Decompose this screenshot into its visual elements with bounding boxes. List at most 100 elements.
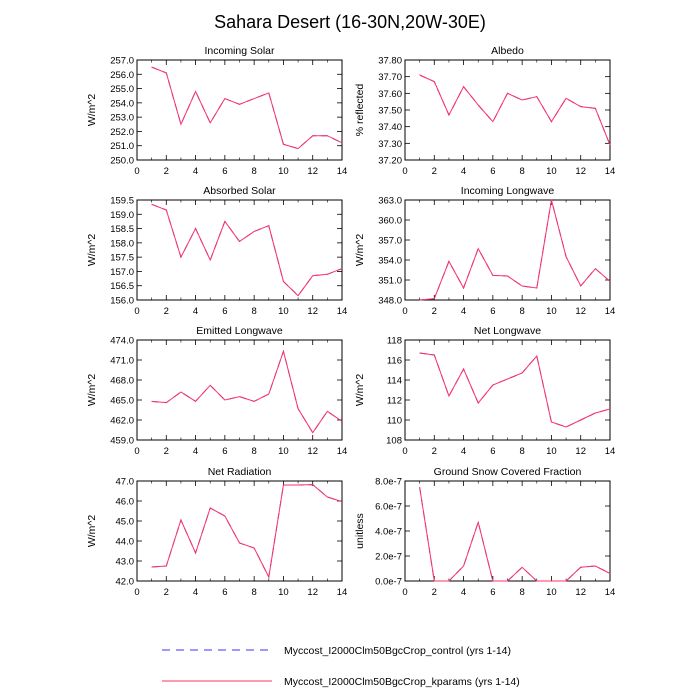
- x-tick-label: 4: [461, 587, 466, 598]
- y-tick-label: 114: [387, 376, 402, 387]
- y-tick-label: 159.0: [110, 210, 134, 221]
- panel-title: Ground Snow Covered Fraction: [434, 466, 582, 478]
- series-line-kparams: [419, 74, 611, 146]
- plot-frame: [136, 59, 343, 161]
- y-tick-label: 468.0: [110, 376, 134, 387]
- x-tick-label: 2: [432, 446, 437, 457]
- y-tick-label: 6.0e-7: [375, 502, 402, 513]
- series-line-control: [419, 352, 611, 428]
- y-tick-label: 42.0: [116, 577, 135, 588]
- chart-panel: Ground Snow Covered Fraction unitless 0 2 4 6…: [354, 466, 615, 598]
- y-tick-label: 354.0: [378, 256, 402, 267]
- y-tick-label: 256.0: [110, 70, 134, 81]
- y-tick-label: 37.80: [378, 56, 402, 67]
- series-line-kparams: [151, 484, 343, 579]
- panel-title: Albedo: [491, 45, 524, 57]
- y-tick-label: 37.60: [378, 89, 402, 100]
- x-tick-label: 10: [546, 166, 557, 177]
- y-axis-label: W/m^2: [86, 234, 98, 267]
- x-tick-label: 2: [432, 166, 437, 177]
- y-tick-label: 158.0: [110, 238, 134, 249]
- y-tick-label: 110: [387, 416, 402, 427]
- x-tick-label: 12: [307, 166, 318, 177]
- chart-panel: Emitted Longwave W/m^2 0 2 4 6 8 10 12 14 459.0 462…: [86, 325, 347, 457]
- y-tick-label: 44.0: [116, 537, 135, 548]
- chart-panel: Incoming Longwave W/m^2 0 2 4 6 8 10 12 14 348.0 35…: [354, 185, 615, 317]
- plot-frame: [404, 199, 611, 301]
- legend-control-label: Myccost_I2000Clm50BgcCrop_control (yrs 1…: [284, 645, 511, 657]
- x-tick-label: 0: [402, 587, 407, 598]
- x-tick-label: 12: [307, 446, 318, 457]
- x-tick-label: 0: [134, 446, 139, 457]
- y-tick-label: 357.0: [378, 236, 402, 247]
- y-axis-label: W/m^2: [86, 94, 98, 127]
- y-tick-label: 255.0: [110, 84, 134, 95]
- x-tick-label: 0: [402, 166, 407, 177]
- x-tick-label: 10: [278, 166, 289, 177]
- series-line-kparams: [151, 66, 343, 150]
- y-tick-label: 251.0: [110, 141, 134, 152]
- y-tick-label: 254.0: [110, 98, 134, 109]
- y-tick-label: 37.20: [378, 156, 402, 167]
- y-tick-label: 360.0: [378, 216, 402, 227]
- series-line-control: [151, 66, 343, 150]
- x-tick-label: 14: [337, 166, 348, 177]
- x-tick-label: 0: [402, 446, 407, 457]
- y-tick-label: 108: [386, 436, 402, 447]
- x-tick-label: 14: [605, 306, 616, 317]
- y-tick-label: 2.0e-7: [375, 552, 402, 563]
- x-tick-label: 6: [490, 587, 495, 598]
- x-tick-label: 10: [278, 306, 289, 317]
- x-tick-label: 8: [251, 446, 256, 457]
- x-tick-label: 8: [251, 166, 256, 177]
- x-tick-label: 14: [605, 446, 616, 457]
- series-line-kparams: [151, 203, 343, 297]
- x-tick-label: 14: [337, 306, 348, 317]
- legend: Myccost_I2000Clm50BgcCrop_control (yrs 1…: [162, 645, 520, 688]
- y-tick-label: 37.70: [378, 72, 402, 83]
- x-tick-label: 2: [164, 166, 169, 177]
- x-tick-label: 12: [575, 446, 586, 457]
- y-axis-label: W/m^2: [86, 374, 98, 407]
- y-tick-label: 157.5: [110, 253, 134, 264]
- x-tick-label: 2: [164, 306, 169, 317]
- x-tick-label: 12: [575, 306, 586, 317]
- x-tick-label: 2: [164, 587, 169, 598]
- y-tick-label: 156.0: [110, 296, 134, 307]
- plot-frame: [136, 480, 343, 582]
- y-tick-label: 45.0: [116, 517, 135, 528]
- x-tick-label: 0: [134, 166, 139, 177]
- series-line-kparams: [151, 349, 343, 434]
- plot-frame: [404, 480, 611, 582]
- x-tick-label: 4: [461, 446, 466, 457]
- x-tick-label: 14: [605, 587, 616, 598]
- y-tick-label: 46.0: [116, 497, 135, 508]
- y-tick-label: 257.0: [110, 56, 134, 67]
- y-tick-label: 157.0: [110, 267, 134, 278]
- y-tick-label: 465.0: [110, 396, 134, 407]
- x-tick-label: 6: [490, 446, 495, 457]
- panels: Incoming Solar W/m^2 0 2 4 6 8 10 12 14 250.0 251.0…: [86, 45, 615, 598]
- chart-panel: Albedo % reflected 0 2 4 6 8 10 12 14 37.20 37.30 37…: [354, 45, 615, 177]
- x-tick-label: 2: [164, 446, 169, 457]
- series-line-control: [419, 74, 611, 146]
- y-tick-label: 351.0: [378, 276, 402, 287]
- y-tick-label: 156.5: [110, 281, 134, 292]
- y-tick-label: 348.0: [378, 296, 402, 307]
- y-tick-label: 0.0e-7: [375, 577, 402, 588]
- x-tick-label: 6: [222, 306, 227, 317]
- y-tick-label: 47.0: [116, 477, 135, 488]
- x-tick-label: 8: [251, 587, 256, 598]
- x-tick-label: 2: [432, 306, 437, 317]
- y-tick-label: 43.0: [116, 557, 135, 568]
- x-tick-label: 2: [432, 587, 437, 598]
- y-tick-label: 252.0: [110, 127, 134, 138]
- x-tick-label: 10: [546, 446, 557, 457]
- y-tick-label: 118: [387, 336, 402, 347]
- x-tick-label: 8: [519, 446, 524, 457]
- x-tick-label: 0: [402, 306, 407, 317]
- x-tick-label: 12: [575, 166, 586, 177]
- x-tick-label: 4: [461, 306, 466, 317]
- x-tick-label: 6: [222, 166, 227, 177]
